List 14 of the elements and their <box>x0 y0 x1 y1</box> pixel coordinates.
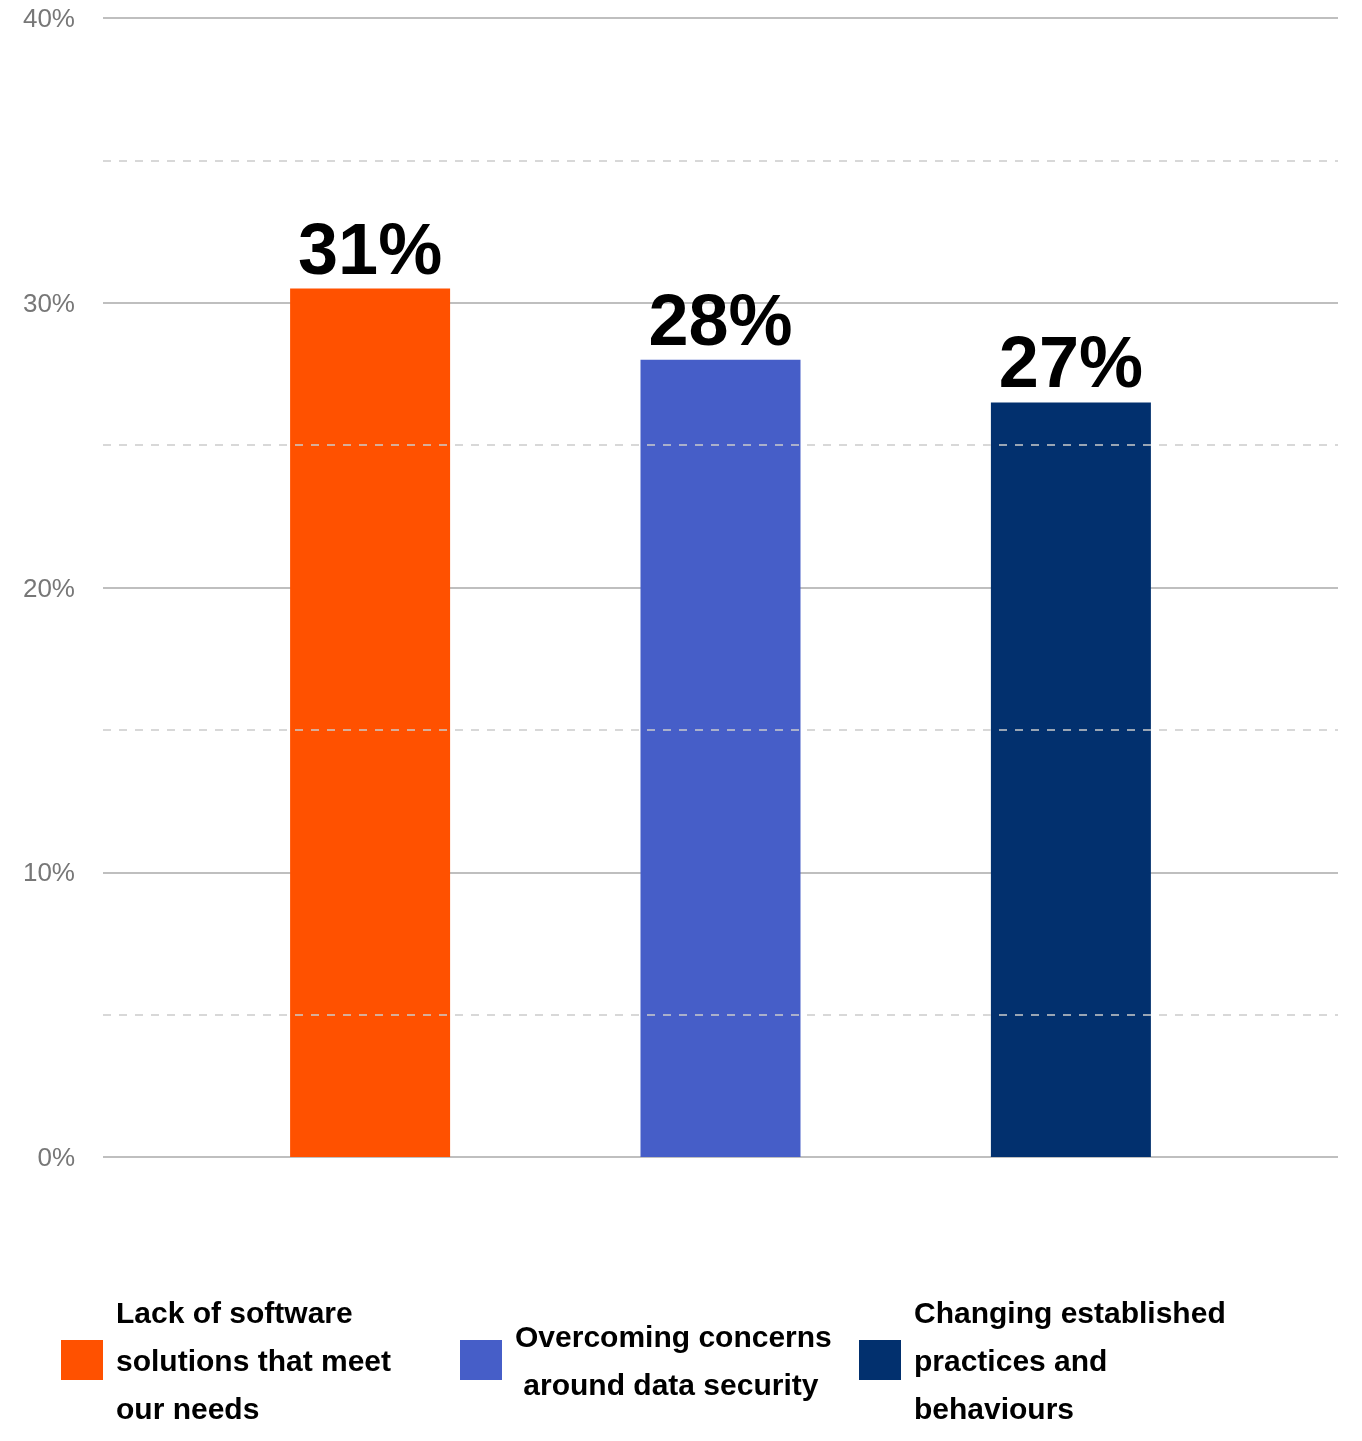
bar <box>990 402 1151 1157</box>
y-tick-label: 0% <box>37 1142 75 1172</box>
legend-label: Lack of software solutions that meet our needs <box>116 1295 400 1425</box>
data-label: 28% <box>648 279 793 360</box>
bar <box>290 288 451 1157</box>
y-tick-label: 30% <box>22 287 75 318</box>
y-tick-label: 10% <box>22 857 75 888</box>
y-tick-label: 40% <box>22 3 75 33</box>
data-label: 27% <box>998 322 1143 403</box>
legend-label: Changing established practices and behaviours <box>914 1295 1235 1425</box>
legend-label: Overcoming concerns around data security <box>515 1319 832 1401</box>
data-label: 31% <box>298 208 443 289</box>
y-tick-label: 20% <box>22 572 75 603</box>
bar <box>640 359 801 1157</box>
